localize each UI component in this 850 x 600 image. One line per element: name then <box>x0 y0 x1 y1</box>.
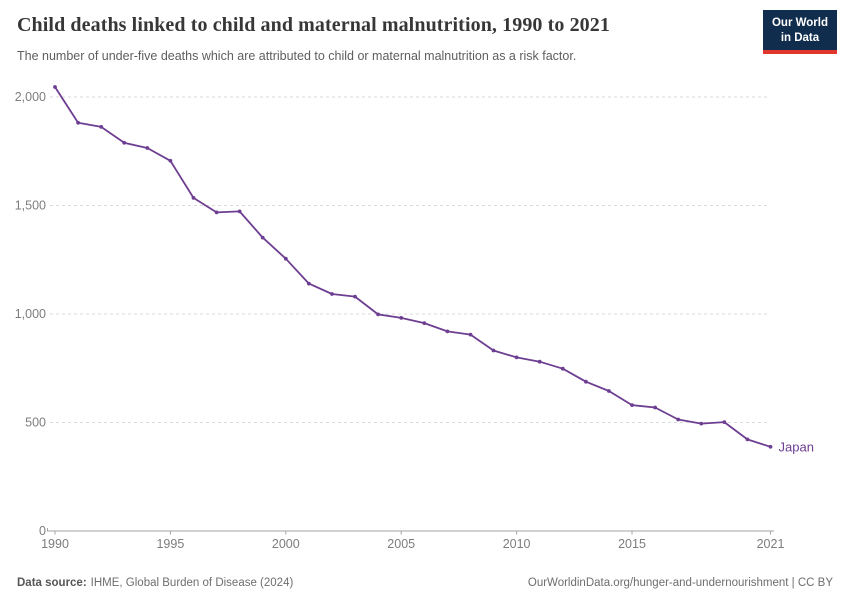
attribution: OurWorldinData.org/hunger-and-undernouri… <box>527 577 833 589</box>
data-point <box>260 235 265 240</box>
data-point <box>560 366 565 371</box>
data-point <box>353 294 357 299</box>
japan-line <box>54 86 772 448</box>
data-point <box>168 158 173 163</box>
data-point <box>122 140 127 145</box>
data-point <box>330 292 334 296</box>
data-source: Data source: IHME, Global Burden of Disea… <box>17 577 293 589</box>
x-tick-label: 2010 <box>503 537 531 551</box>
data-point <box>191 196 196 200</box>
data-point <box>468 332 473 337</box>
data-point <box>607 389 611 393</box>
x-tick-label: 2015 <box>618 537 646 551</box>
owid-logo-line2: in Data <box>780 31 820 44</box>
x-tick-label: 2000 <box>272 537 300 551</box>
data-point <box>537 359 542 364</box>
y-tick-label: 1,500 <box>15 199 46 213</box>
data-point <box>745 437 750 442</box>
data-source-label: Data source: <box>17 577 87 589</box>
series-end-label: Japan <box>779 439 814 454</box>
data-point <box>653 405 657 410</box>
data-point <box>445 329 450 334</box>
data-point <box>676 417 681 422</box>
y-tick-label: 500 <box>25 416 46 430</box>
chart-subtitle: The number of under-five deaths which ar… <box>17 49 577 63</box>
data-point <box>722 420 727 424</box>
data-point <box>283 256 288 261</box>
data-point <box>584 379 588 384</box>
x-tick-label: 2005 <box>387 537 415 551</box>
chart-footer: Data source: IHME, Global Burden of Disea… <box>17 577 833 589</box>
data-point <box>491 348 496 353</box>
y-tick-label: 0 <box>39 524 46 538</box>
data-source-value: IHME, Global Burden of Disease (2024) <box>90 577 294 589</box>
page-title: Child deaths linked to child and materna… <box>17 14 610 36</box>
data-point <box>630 403 634 407</box>
data-point <box>422 321 427 325</box>
data-point <box>76 120 80 125</box>
x-tick-label: 1990 <box>41 537 69 551</box>
data-point <box>376 312 380 317</box>
data-point <box>514 355 519 360</box>
data-point <box>399 316 404 320</box>
data-point <box>237 209 242 214</box>
y-tick-label: 2,000 <box>15 90 46 104</box>
data-point <box>768 444 773 449</box>
x-tick-label: 2021 <box>757 537 785 551</box>
data-point <box>307 281 311 286</box>
data-point <box>99 125 104 129</box>
data-point <box>145 146 150 150</box>
owid-logo-line1: Our World <box>771 17 828 29</box>
owid-logo: Our World in Data <box>762 10 837 54</box>
x-tick-label: 1995 <box>156 537 184 551</box>
data-point <box>53 85 57 89</box>
data-point <box>699 421 704 426</box>
data-point <box>214 210 219 215</box>
y-tick-label: 1,000 <box>15 307 46 321</box>
